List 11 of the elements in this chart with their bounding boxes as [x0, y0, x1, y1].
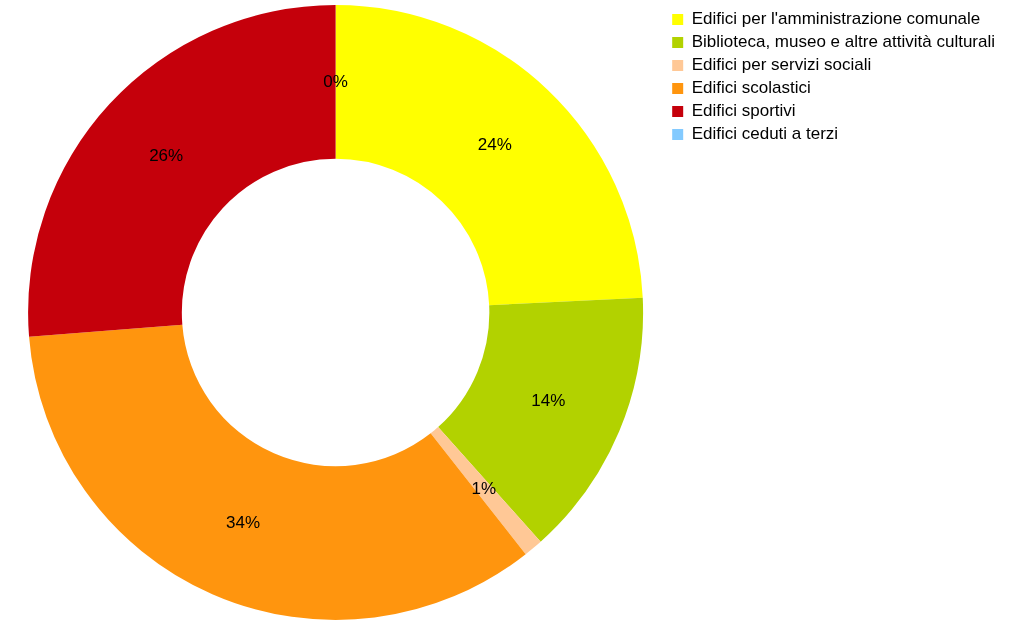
legend-label: Biblioteca, museo e altre attività culturali [691, 32, 995, 52]
data-label: 1% [471, 478, 497, 498]
legend-label: Edifici per l'amministrazione comunale [691, 9, 981, 29]
data-label: 14% [531, 391, 566, 411]
data-label: 24% [477, 135, 512, 155]
legend-label: Edifici per servizi sociali [691, 55, 872, 75]
data-label: 26% [149, 145, 184, 165]
legend-label: Edifici scolastici [691, 78, 811, 98]
legend-label: Edifici ceduti a terzi [691, 124, 839, 144]
legend-label: Edifici sportivi [691, 101, 796, 121]
data-label: 34% [226, 513, 261, 533]
